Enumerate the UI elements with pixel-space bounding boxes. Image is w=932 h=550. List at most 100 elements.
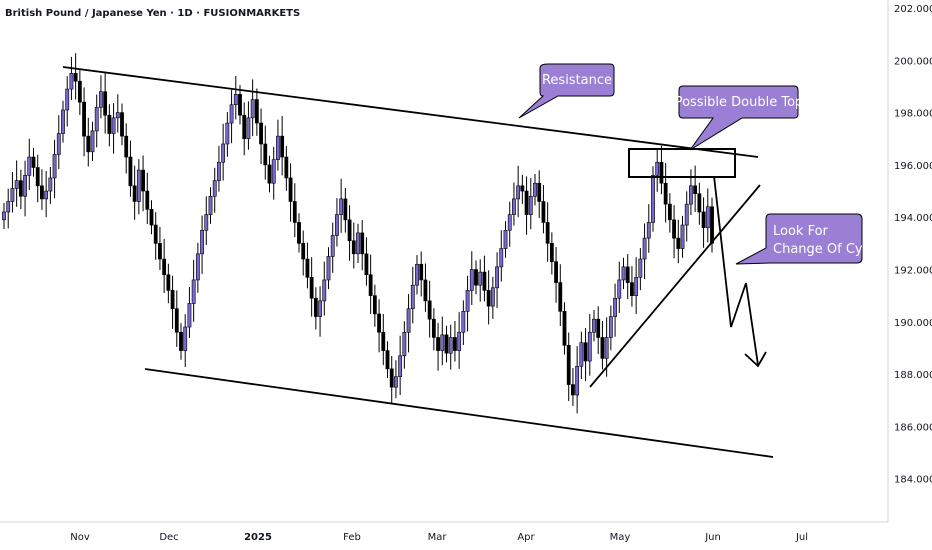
rising-trendline (589, 184, 761, 388)
candle-down (86, 135, 91, 153)
candle-up (326, 256, 331, 281)
candle-down (145, 190, 150, 210)
candle-up (6, 201, 11, 213)
candle-up (512, 198, 516, 215)
candle-down (377, 313, 381, 333)
candle-up (99, 91, 103, 108)
candle-up (250, 99, 255, 119)
candle-up (94, 107, 99, 132)
price-tick-label: 192.000 (894, 266, 932, 277)
double-top-callout[interactable]: Possible Double Top (675, 85, 804, 151)
candle-up (229, 104, 234, 124)
candle-up (394, 376, 398, 388)
resistance-label: Resistance (542, 73, 612, 88)
candle-down (166, 274, 171, 291)
candle-down (351, 240, 356, 255)
candle-down (667, 203, 672, 221)
candle-up (499, 248, 504, 268)
double-top-box (628, 148, 736, 178)
candle-up (217, 161, 221, 181)
candle-up (233, 93, 238, 106)
candle-down (301, 243, 306, 260)
candle-up (191, 279, 196, 304)
candle-down (583, 342, 588, 362)
candle-up (330, 235, 335, 257)
candle-up (322, 279, 327, 302)
candle-down (419, 263, 424, 281)
time-tick-label: Jun (704, 532, 721, 543)
candle-up (646, 222, 651, 239)
candle-up (634, 277, 639, 296)
chart-title: British Pound / Japanese Yen · 1D · FUSI… (5, 8, 300, 19)
candle-down (364, 253, 369, 276)
candle-up (448, 337, 453, 354)
candle-down (537, 182, 542, 202)
candle-down (372, 295, 377, 315)
resistance-trendline (62, 66, 759, 158)
candle-down (343, 198, 348, 221)
candle-down (18, 180, 23, 197)
candle-down (545, 222, 550, 244)
candle-up (195, 253, 200, 281)
candle-up (617, 279, 622, 299)
candle-up (183, 326, 188, 351)
candle-up (533, 182, 537, 197)
candle-down (693, 185, 698, 194)
candle-up (465, 290, 470, 312)
candles (2, 53, 714, 414)
candle-up (495, 266, 499, 289)
candle-up (613, 297, 617, 317)
candle-down (292, 201, 297, 223)
candle-down (313, 297, 318, 317)
cycle-label-line2: Change Of Cycle (773, 242, 881, 257)
candle-down (174, 308, 179, 333)
candle-up (115, 112, 120, 119)
price-tick-label: 202.000 (894, 4, 932, 15)
candle-down (170, 290, 175, 310)
candle-up (111, 117, 116, 134)
candle-up (680, 224, 685, 249)
candle-down (284, 156, 289, 179)
candle-up (579, 342, 584, 367)
candle-up (478, 271, 483, 286)
candle-down (360, 232, 365, 255)
candle-up (406, 308, 411, 333)
candle-down (659, 161, 664, 184)
candle-up (204, 214, 209, 231)
candle-up (528, 195, 533, 215)
candle-up (10, 188, 15, 202)
support-trendline (144, 368, 774, 458)
resistance-callout-bubble (518, 63, 615, 119)
candle-down (305, 258, 310, 278)
candle-down (558, 282, 563, 312)
candle-up (592, 318, 596, 333)
candle-up (276, 135, 280, 160)
candle-up (705, 206, 710, 228)
candle-down (141, 169, 145, 192)
candle-down (132, 185, 137, 202)
time-tick-label: 2025 (244, 532, 272, 543)
candle-down (153, 224, 158, 244)
price-tick-label: 186.000 (894, 422, 932, 433)
candle-down (701, 211, 706, 228)
candle-down (710, 206, 714, 244)
candle-down (625, 266, 630, 283)
time-axis[interactable]: Nov Dec 2025 Feb Mar Apr May Jun Jul (70, 532, 808, 543)
cycle-callout[interactable]: Look For Change Of Cycle (735, 213, 881, 265)
candle-up (136, 169, 141, 202)
candle-up (14, 180, 19, 189)
candle-up (642, 237, 647, 260)
candle-down (562, 311, 567, 346)
time-tick-label: Jul (795, 532, 808, 543)
candle-up (225, 122, 230, 145)
price-axis[interactable]: 202.000 200.000 198.000 196.000 194.000 192.0… (894, 4, 932, 486)
candle-down (263, 143, 268, 166)
candle-down (288, 177, 293, 202)
candle-down (107, 114, 112, 134)
candle-up (689, 185, 693, 205)
candle-up (356, 232, 360, 255)
candle-down (566, 345, 571, 385)
candle-down (40, 185, 44, 200)
resistance-callout[interactable]: Resistance (518, 63, 615, 119)
